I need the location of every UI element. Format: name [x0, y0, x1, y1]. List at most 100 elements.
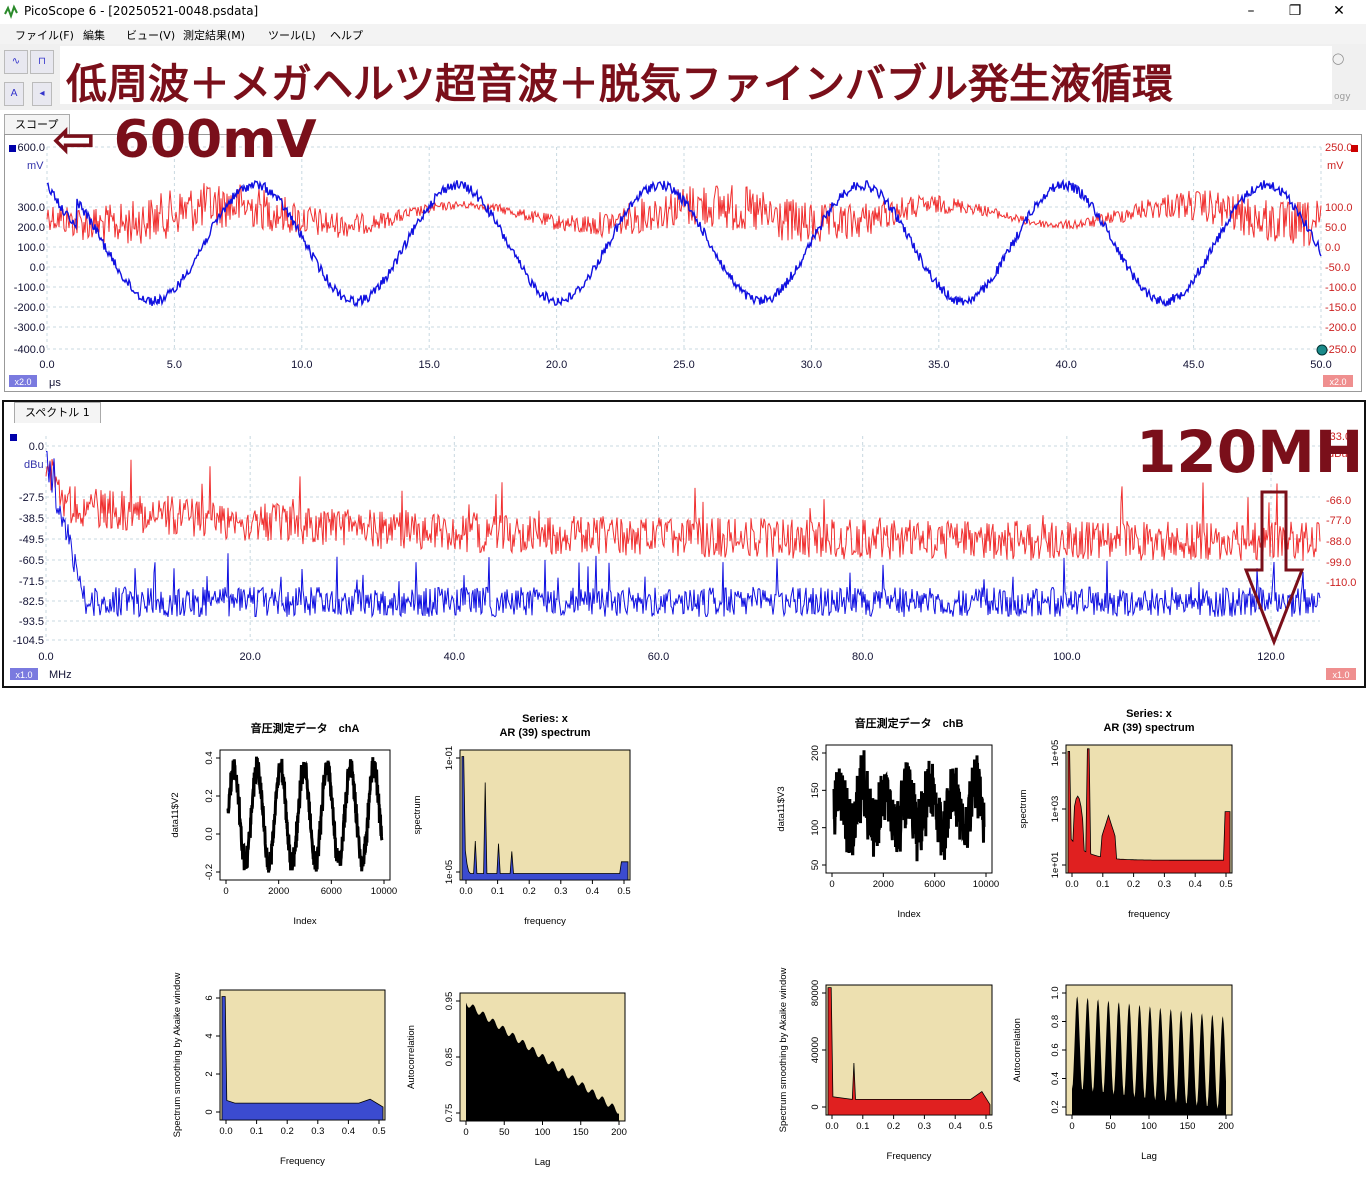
cha-timeseries-title: 音圧測定データ chA	[251, 721, 360, 735]
scope-left-tick: 0.0	[30, 262, 45, 274]
spectrum-zoom-left: x1.0	[15, 670, 32, 680]
chb-smoothed-spectrum-xtick: 0.2	[887, 1121, 900, 1132]
chb-timeseries-ylabel: data11$V3	[776, 786, 787, 831]
spectrum-left-tick: -27.5	[19, 492, 44, 504]
spectrum-x-tick: 40.0	[444, 651, 465, 663]
chb-smoothed-spectrum-area	[827, 987, 991, 1116]
channel-b-trace	[46, 183, 1322, 247]
cha-smoothed-spectrum-ytick: 6	[204, 995, 215, 1000]
spectrum-right-tick: -88.0	[1326, 536, 1351, 548]
chb-autocorrelation-ylabel: Autocorrelation	[1012, 1018, 1023, 1082]
restore-button[interactable]: ❐	[1288, 3, 1302, 19]
channel-b-spectrum	[45, 459, 1321, 561]
chb-ar-spectrum-xtick: 0.4	[1189, 879, 1202, 890]
chb-autocorrelation-xtick: 150	[1180, 1121, 1196, 1132]
down-arrow-icon	[1243, 490, 1305, 647]
cha-autocorrelation-xtick: 100	[535, 1127, 551, 1138]
spectrum-left-tick: -60.5	[19, 555, 44, 567]
scope-right-tick: -150.0	[1325, 302, 1356, 314]
annotation-banner: 低周波＋メガヘルツ超音波＋脱気ファインバブル発生液循環	[60, 46, 1332, 108]
scope-mode-icon[interactable]: ∿	[4, 50, 28, 74]
cha-smoothed-spectrum-xtick: 0.2	[281, 1126, 294, 1137]
scope-right-tick: -50.0	[1325, 262, 1350, 274]
cha-ar-spectrum-ylabel: spectrum	[412, 795, 423, 834]
channel-a-trace	[46, 178, 1322, 308]
tab-spectrum-1[interactable]: スペクトル 1	[14, 402, 101, 423]
cha-ar-spectrum-frame	[459, 749, 631, 881]
chb-timeseries-xtick: 0	[829, 879, 834, 890]
minimize-button[interactable]: –	[1247, 3, 1255, 19]
nav-left-icon[interactable]: ◂	[32, 82, 52, 106]
chb-smoothed-spectrum-xlabel: Frequency	[887, 1151, 932, 1162]
cha-smoothed-spectrum-xtick: 0.3	[311, 1126, 324, 1137]
spectrum-right-unit: dBu	[1328, 448, 1348, 460]
chb-timeseries-xlabel: Index	[897, 909, 920, 920]
spectrum-left-tick: -82.5	[19, 596, 44, 608]
cha-ar-spectrum-xtick: 0.5	[617, 886, 630, 897]
channel-a-button[interactable]: A	[4, 82, 24, 106]
chb-ar-spectrum-xtick: 0.5	[1219, 879, 1232, 890]
chb-smoothed-spectrum-ytick: 80000	[810, 980, 821, 1006]
cha-ar-spectrum-xtick: 0.1	[491, 886, 504, 897]
tab-scope[interactable]: スコープ	[4, 114, 70, 135]
cha-ar-spectrum-xtick: 0.0	[459, 886, 472, 897]
persistence-mode-icon[interactable]: ⊓	[30, 50, 54, 74]
chb-ar-spectrum-area	[1067, 748, 1231, 874]
scope-x-tick: 0.0	[39, 359, 54, 371]
scope-view: 600.0 300.0 200.0 100.0 0.0 -100.0 -200.0 -300.…	[4, 134, 1362, 392]
scope-left-tick: 200.0	[17, 222, 45, 234]
chb-autocorrelation-ytick: 0.8	[1050, 1015, 1061, 1028]
scope-left-tick: -200.0	[14, 302, 45, 314]
scope-x-tick: 25.0	[673, 359, 694, 371]
spectrum-left-unit: dBu	[24, 459, 44, 471]
chb-autocorrelation-xtick: 100	[1141, 1121, 1157, 1132]
scope-x-tick: 10.0	[291, 359, 312, 371]
chb-ar-spectrum-ytick: 1e+05	[1050, 740, 1061, 767]
cha-autocorrelation-ytick: 0.75	[444, 1104, 455, 1123]
chb-smoothed-spectrum-xtick: 0.3	[918, 1121, 931, 1132]
scope-right-tick: -200.0	[1325, 322, 1356, 334]
chb-timeseries-ytick: 100	[810, 820, 821, 836]
chb-timeseries-ytick: 50	[810, 860, 821, 871]
menu-view[interactable]: ビュー(V)	[126, 29, 176, 42]
cha-smoothed-spectrum-xtick: 0.1	[250, 1126, 263, 1137]
spectrum-left-tick: -38.5	[19, 513, 44, 525]
menu-measurements[interactable]: 測定結果(M)	[183, 29, 246, 42]
scope-right-tick: 250.0	[1325, 142, 1353, 154]
cha-ar-spectrum-xlabel: frequency	[524, 916, 566, 927]
spectrum-zoom-right: x1.0	[1332, 670, 1349, 680]
channel-a-marker	[10, 434, 17, 441]
scope-x-tick: 45.0	[1183, 359, 1204, 371]
close-button[interactable]: ✕	[1333, 3, 1345, 19]
menu-edit[interactable]: 編集	[83, 29, 105, 42]
cha-smoothed-spectrum-ytick: 4	[204, 1033, 215, 1038]
spectrum-x-tick: 120.0	[1257, 651, 1285, 663]
chb-ar-spectrum-ylabel: spectrum	[1018, 789, 1029, 828]
chb-smoothed-spectrum-xtick: 0.4	[949, 1121, 962, 1132]
menu-tools[interactable]: ツール(L)	[268, 29, 316, 42]
cha-timeseries-xtick: 6000	[321, 886, 342, 897]
picoscope-app-icon	[4, 4, 18, 19]
scope-left-tick: -100.0	[14, 282, 45, 294]
channel-b-marker	[1351, 145, 1358, 152]
scope-zoom-right: x2.0	[1329, 377, 1346, 387]
menu-help[interactable]: ヘルプ	[330, 29, 363, 42]
spectrum-right-tick: -66.0	[1326, 495, 1351, 507]
scope-right-tick: -250.0	[1325, 344, 1356, 356]
cha-timeseries-ytick: -0.2	[204, 864, 215, 880]
cha-timeseries-ytick: 0.4	[204, 751, 215, 764]
cha-smoothed-spectrum-xtick: 0.4	[342, 1126, 355, 1137]
chb-ar-spectrum-xtick: 0.0	[1065, 879, 1078, 890]
cha-smoothed-spectrum-xtick: 0.0	[219, 1126, 232, 1137]
scope-x-tick: 50.0	[1310, 359, 1331, 371]
chb-timeseries-ytick: 200	[810, 745, 821, 761]
cha-autocorrelation-ytick: 0.95	[444, 992, 455, 1011]
chb-autocorrelation-xtick: 200	[1218, 1121, 1234, 1132]
menu-file[interactable]: ファイル(F)	[15, 29, 74, 42]
spectrum-x-tick: 20.0	[239, 651, 260, 663]
cha-ar-spectrum-xtick: 0.4	[586, 886, 599, 897]
banner-text: 低周波＋メガヘルツ超音波＋脱気ファインバブル発生液循環	[66, 60, 1173, 108]
scope-x-tick: 40.0	[1055, 359, 1076, 371]
cha-smoothed-spectrum-frame	[219, 989, 386, 1121]
cha-smoothed-spectrum-ytick: 0	[204, 1109, 215, 1114]
